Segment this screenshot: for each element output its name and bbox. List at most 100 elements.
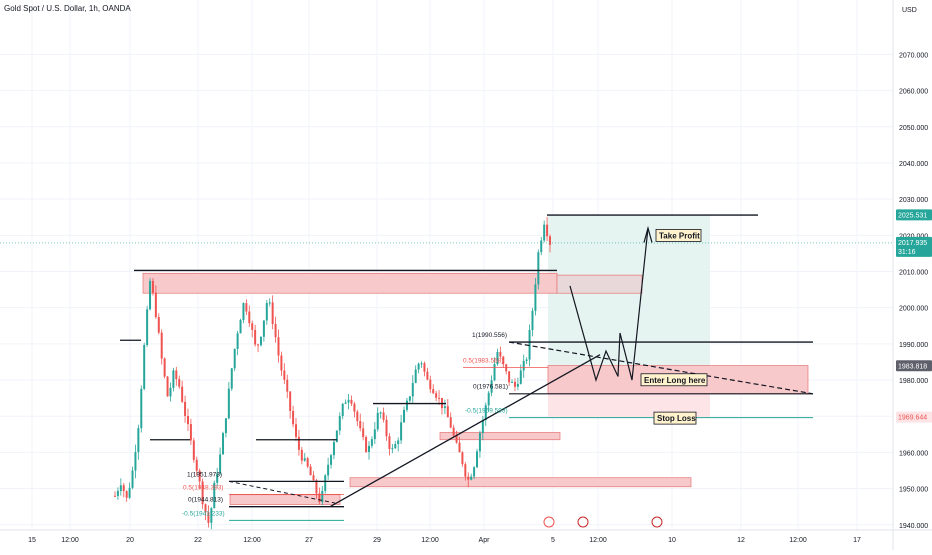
candle-body (283, 370, 286, 380)
candle-body (154, 292, 157, 318)
x-tick-label: 15 (28, 537, 36, 544)
candle-body (330, 455, 333, 465)
candle-body (181, 386, 184, 402)
candle-body (309, 466, 312, 476)
candle-body (478, 433, 481, 452)
candle-body (219, 454, 222, 474)
fib-label: 1(1951.973) (187, 471, 222, 478)
candle-body (277, 337, 280, 356)
price-tag-value: 1983.818 (898, 363, 927, 370)
candle-body (259, 336, 262, 346)
supply-zone (142, 272, 558, 294)
candle-body (411, 382, 414, 397)
candle-body (280, 355, 283, 371)
candle-body (172, 370, 175, 388)
candle-body (405, 400, 408, 410)
fib-label: -0.5(1969.593) (465, 408, 508, 415)
event-icon (543, 516, 555, 528)
candle-body (192, 440, 195, 460)
candle-body (452, 427, 455, 436)
candle-body (236, 333, 239, 349)
candle-body (257, 344, 260, 346)
fib-label: 0(1976.581) (473, 384, 508, 391)
candle-body (271, 302, 274, 324)
x-tick-label: 10 (668, 537, 676, 544)
candle-body (473, 467, 476, 477)
candle-body (408, 396, 411, 401)
price-tag-value: 2025.531 (898, 212, 927, 219)
x-tick-label: 22 (194, 537, 202, 544)
candle-body (198, 470, 201, 482)
candle-body (525, 359, 528, 361)
candle-body (143, 344, 146, 389)
candle-body (385, 419, 388, 437)
y-tick-label: 2070.000 (899, 52, 928, 59)
candle-body (195, 459, 198, 471)
x-tick-label: 12 (737, 537, 745, 544)
candle-body (496, 352, 499, 365)
candle-body (274, 323, 277, 338)
fib-label: 0(1944.813) (188, 497, 223, 504)
candle-body (373, 429, 376, 440)
candle-body (131, 470, 134, 488)
candle-body (233, 348, 236, 369)
candle-body (335, 430, 338, 443)
candle-body (315, 480, 318, 494)
event-icon (651, 516, 663, 528)
candle-body (461, 452, 464, 465)
candle-body (537, 252, 540, 285)
candle-body (292, 410, 295, 425)
x-tick-label: 12:00 (421, 537, 439, 544)
demand-zone-low (349, 477, 692, 488)
candle-body (297, 436, 300, 450)
candle-body (201, 481, 204, 505)
candle-body (312, 475, 315, 481)
candle-body (490, 380, 493, 393)
price-tag-value: 1969.644 (898, 415, 927, 422)
annotation-label: Stop Loss (657, 414, 696, 423)
candle-body (359, 421, 362, 429)
fib-label: 1(1990.556) (472, 332, 507, 339)
candle-body (519, 370, 522, 384)
demand-zone (439, 432, 561, 441)
candle-body (227, 388, 230, 419)
y-tick-label: 1990.000 (899, 342, 928, 349)
annotation-box (655, 229, 702, 242)
candle-body (367, 445, 370, 452)
candle-body (487, 392, 490, 406)
x-tick-label: 17 (853, 537, 861, 544)
candle-body (464, 464, 467, 477)
y-tick-label: 2050.000 (899, 125, 928, 132)
candle-body (300, 449, 303, 461)
candle-body (213, 482, 216, 509)
candle-body (306, 458, 309, 467)
candle-body (426, 371, 429, 380)
candle-body (470, 476, 473, 480)
candle-body (540, 240, 543, 253)
candle-body (438, 397, 441, 399)
fib-label: 0.5(1983.568) (463, 357, 503, 364)
candle-body (546, 224, 549, 237)
y-tick-label: 2020.000 (899, 233, 928, 240)
x-tick-label: Apr (479, 537, 491, 544)
candle-body (125, 491, 128, 498)
x-tick-label: 20 (126, 537, 134, 544)
candle-body (493, 364, 496, 381)
candle-body (295, 424, 298, 437)
price-tag-countdown: 31:16 (898, 249, 916, 256)
candle-body (370, 439, 373, 446)
y-tick-label: 1980.000 (899, 378, 928, 385)
candle-body (376, 412, 379, 430)
candle-body (149, 280, 152, 310)
candle-body (513, 381, 516, 387)
candle-body (239, 320, 242, 334)
candle-body (481, 420, 484, 434)
candle-body (327, 464, 330, 476)
candle-body (222, 433, 225, 455)
candle-body (151, 280, 154, 293)
supply-zone-extension (556, 274, 643, 294)
candle-body (262, 320, 265, 337)
x-tick-label: 29 (373, 537, 381, 544)
